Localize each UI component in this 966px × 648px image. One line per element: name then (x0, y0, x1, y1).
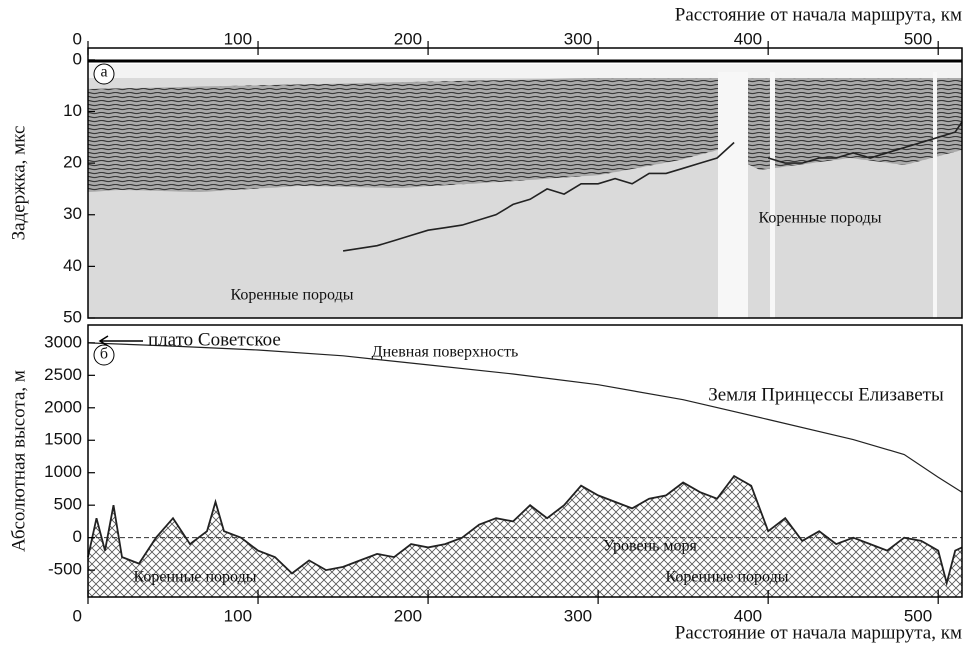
y-tick-label: 50 (63, 307, 82, 326)
panel-label: а (100, 64, 107, 81)
x-tick-label: 500 (904, 29, 932, 48)
y-tick-label: 3000 (44, 332, 82, 351)
bed-reflection (342, 121, 963, 252)
x-tick-label: 0 (73, 606, 82, 625)
arrow (98, 335, 143, 347)
annotation: Коренные породы (666, 569, 789, 586)
y-tick-label: 1000 (44, 462, 82, 481)
annotation: Земля Принцессы Елизаветы (708, 384, 944, 405)
x-tick-label: 300 (564, 29, 592, 48)
radar-gap (770, 72, 775, 318)
y-axis-label: Задержка, мкс (8, 126, 29, 241)
annotation: Коренные породы (759, 210, 882, 227)
y-tick-label: 1500 (44, 430, 82, 449)
y-tick-label: 500 (54, 495, 82, 514)
surface-line (87, 342, 963, 493)
x-tick-label: 400 (734, 606, 762, 625)
bed-line (87, 474, 963, 587)
radar-gap (933, 72, 937, 318)
annotation: плато Советское (148, 329, 281, 350)
x-axis-label: Расстояние от начала маршрута, км (675, 622, 962, 643)
bedrock-area (88, 476, 962, 597)
x-tick-label: 500 (904, 606, 932, 625)
y-tick-label: 0 (73, 527, 82, 546)
y-axis-label: Абсолютная высота, м (8, 370, 29, 552)
x-tick-label: 400 (734, 29, 762, 48)
annotation: Коренные породы (231, 287, 354, 304)
annotation: Дневная поверхность (372, 344, 519, 361)
panel-label-ring (93, 344, 115, 366)
panel-label: б (100, 346, 108, 363)
x-tick-label: 100 (224, 606, 252, 625)
panel-label-ring (93, 63, 115, 85)
y-tick-label: 20 (63, 153, 82, 172)
y-tick-label: 2500 (44, 365, 82, 384)
y-tick-label: -500 (48, 560, 82, 579)
y-tick-label: 40 (63, 256, 82, 275)
y-tick-label: 10 (63, 101, 82, 120)
y-tick-label: 0 (73, 49, 82, 68)
radar-top-band (88, 64, 962, 78)
annotation: Уровень моря (603, 538, 697, 555)
x-tick-label: 300 (564, 606, 592, 625)
plot-frame (87, 47, 963, 319)
x-tick-label: 100 (224, 29, 252, 48)
x-tick-label: 200 (394, 606, 422, 625)
radar-gap (718, 72, 748, 318)
x-tick-label: 0 (73, 29, 82, 48)
x-tick-label: 200 (394, 29, 422, 48)
annotation: Коренные породы (134, 569, 257, 586)
y-tick-label: 30 (63, 204, 82, 223)
y-tick-label: 2000 (44, 397, 82, 416)
plot-frame (87, 324, 963, 598)
x-axis-label: Расстояние от начала маршрута, км (675, 4, 962, 25)
